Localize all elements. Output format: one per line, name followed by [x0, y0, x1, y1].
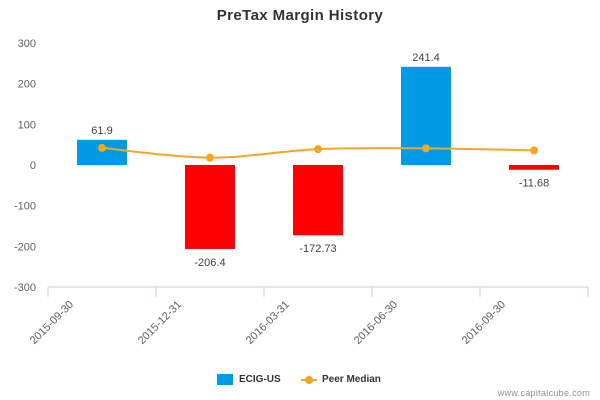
peer-median-point — [422, 144, 430, 153]
x-tick-label: 2016-06-30 — [352, 299, 400, 347]
x-tick-label: 2016-09-30 — [460, 299, 508, 347]
bar — [77, 139, 127, 165]
y-tick-label: 100 — [18, 119, 36, 131]
bar — [185, 165, 235, 249]
bar-data-label: -206.4 — [194, 257, 225, 269]
chart-title: PreTax Margin History — [216, 7, 384, 24]
bar-data-label: 241.4 — [412, 52, 440, 64]
chart-legend: ECIG-US Peer Median — [0, 374, 600, 390]
peer-median-point — [98, 143, 106, 152]
y-tick-label: 300 — [18, 38, 36, 50]
legend-label-ecig-us: ECIG-US — [239, 374, 281, 385]
peer-median-point — [206, 153, 214, 162]
x-tick-label: 2015-09-30 — [28, 299, 76, 347]
legend-item-ecig-us[interactable]: ECIG-US — [217, 374, 281, 385]
bar-data-label: 61.9 — [91, 125, 112, 137]
y-tick-label: -100 — [14, 201, 36, 213]
legend-item-peer-median[interactable]: Peer Median — [301, 374, 381, 385]
y-tick-label: 200 — [18, 79, 36, 91]
x-tick-label: 2016-03-31 — [244, 299, 292, 347]
peer-median-point — [314, 145, 322, 154]
y-tick-label: -200 — [14, 241, 36, 253]
credit-text: www.capitalcube.com — [497, 388, 590, 398]
legend-label-peer-median: Peer Median — [322, 374, 381, 385]
bar-data-label: -11.68 — [519, 178, 549, 190]
x-tick-label: 2015-12-31 — [136, 299, 184, 347]
bar — [293, 165, 343, 236]
y-tick-label: 0 — [30, 160, 36, 172]
bar-data-label: -172.73 — [299, 243, 336, 255]
legend-swatch-peer-median — [301, 374, 317, 385]
y-tick-label: -300 — [14, 282, 36, 294]
peer-median-point — [530, 146, 538, 155]
legend-swatch-ecig-us — [217, 374, 233, 385]
bar — [509, 165, 559, 170]
